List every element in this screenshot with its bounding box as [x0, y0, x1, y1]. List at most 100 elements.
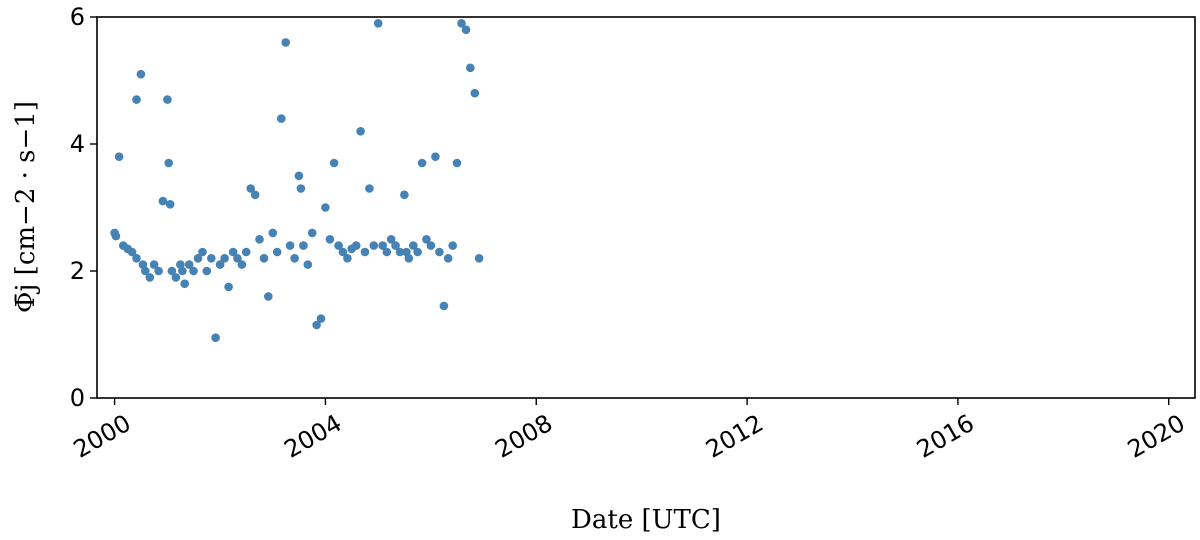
data-point: [316, 314, 326, 323]
data-points: [110, 19, 484, 343]
data-point: [259, 253, 269, 263]
data-point: [111, 231, 121, 241]
data-point: [277, 114, 286, 123]
x-tick-label: 2004: [280, 409, 347, 464]
data-point: [202, 266, 212, 276]
data-point: [264, 292, 273, 301]
data-point: [443, 253, 453, 263]
data-point: [466, 63, 475, 73]
data-point: [329, 158, 339, 168]
data-point: [391, 241, 400, 250]
y-tick-label: 6: [70, 3, 85, 31]
data-point: [422, 235, 431, 244]
x-tick-label: 2016: [912, 409, 979, 464]
data-point: [127, 247, 137, 257]
x-tick-label: 2012: [701, 409, 768, 464]
data-point: [343, 253, 352, 263]
data-point: [365, 184, 374, 193]
data-point: [178, 266, 187, 276]
data-point: [189, 266, 198, 276]
data-point: [154, 266, 163, 276]
data-point: [409, 241, 418, 250]
data-point: [325, 235, 335, 244]
data-point: [272, 247, 282, 257]
data-point: [448, 241, 458, 250]
data-point: [163, 95, 172, 104]
data-point: [386, 235, 396, 244]
data-point: [378, 241, 388, 250]
data-point: [431, 152, 440, 161]
data-point: [395, 247, 405, 257]
data-point: [224, 282, 233, 292]
data-point: [184, 260, 194, 269]
data-point: [158, 196, 168, 206]
data-point: [360, 247, 370, 257]
data-point: [321, 203, 330, 212]
x-axis-title: Date [UTC]: [571, 505, 721, 535]
data-point: [132, 253, 141, 263]
data-point: [171, 273, 181, 282]
data-point: [215, 260, 225, 269]
data-point: [457, 19, 466, 28]
data-point: [413, 247, 422, 257]
data-point: [307, 228, 317, 238]
plot-frame: [96, 16, 1196, 399]
data-point: [290, 253, 299, 263]
data-point: [246, 184, 255, 193]
data-point: [356, 127, 365, 136]
data-point: [452, 158, 462, 168]
data-point: [426, 241, 436, 250]
data-point: [338, 247, 348, 257]
y-axis-title: Φ̄j [cm−2 · s−1]: [11, 101, 41, 313]
data-point: [382, 247, 392, 257]
data-point: [334, 241, 343, 250]
data-point: [351, 241, 361, 250]
y-axis: 0 2 4 6: [70, 3, 97, 412]
data-point: [207, 253, 216, 263]
data-point: [285, 241, 295, 250]
data-point: [149, 260, 159, 269]
data-point: [233, 253, 242, 263]
data-point: [268, 228, 278, 238]
data-point: [255, 235, 264, 244]
data-point: [299, 241, 308, 250]
data-point: [296, 184, 306, 193]
data-point: [132, 95, 141, 104]
data-point: [241, 247, 251, 257]
data-point: [114, 152, 124, 161]
data-point: [404, 253, 414, 263]
data-point: [167, 266, 177, 276]
data-point: [303, 260, 313, 269]
data-point: [294, 171, 304, 181]
y-tick-label: 0: [70, 384, 85, 412]
data-point: [141, 266, 150, 276]
data-point: [400, 190, 409, 200]
data-point: [435, 247, 444, 257]
data-point: [474, 253, 484, 263]
data-point: [250, 190, 260, 200]
data-point: [417, 158, 427, 168]
data-point: [165, 200, 175, 209]
data-point: [228, 247, 238, 257]
data-point: [312, 320, 321, 330]
x-tick-label: 2008: [490, 409, 557, 464]
data-point: [439, 301, 449, 311]
data-point: [164, 158, 173, 168]
y-tick-label: 2: [70, 257, 85, 285]
data-point: [145, 273, 155, 282]
data-point: [220, 253, 229, 263]
data-point: [470, 88, 480, 98]
x-tick-label: 2000: [69, 409, 136, 464]
data-point: [136, 69, 146, 79]
data-point: [180, 279, 189, 289]
data-point: [237, 260, 247, 269]
data-point: [281, 38, 291, 47]
data-point: [211, 333, 220, 343]
x-tick-label: 2020: [1123, 409, 1190, 464]
data-point: [193, 253, 203, 263]
data-point: [198, 247, 207, 257]
x-axis: 2000 2004 2008 2012 2016 2020: [69, 398, 1190, 464]
data-point: [373, 19, 383, 28]
data-point: [369, 241, 379, 250]
